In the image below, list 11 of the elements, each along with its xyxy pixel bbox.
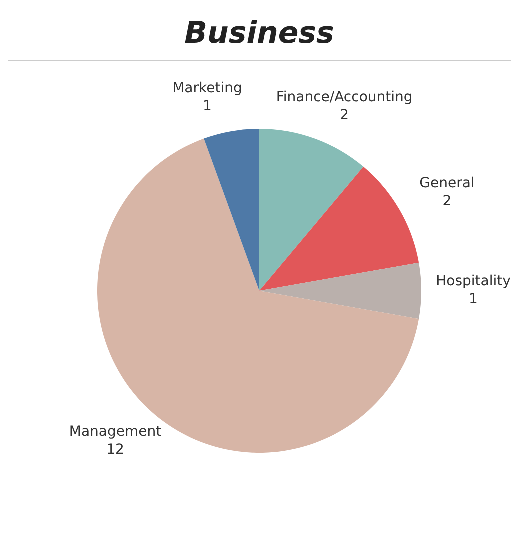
data-label: 2 <box>340 107 349 124</box>
slice-label: Marketing <box>172 80 242 97</box>
data-label: 1 <box>469 292 478 308</box>
slice-label: Finance/Accounting <box>276 89 413 106</box>
data-label: 12 <box>106 442 124 458</box>
data-label: 2 <box>442 194 452 210</box>
slice-label: General <box>420 176 475 192</box>
data-label: 1 <box>203 98 212 115</box>
slice-label: Hospitality <box>436 274 511 290</box>
slice-label: Management <box>69 424 162 440</box>
chart-title: Business <box>184 15 336 53</box>
